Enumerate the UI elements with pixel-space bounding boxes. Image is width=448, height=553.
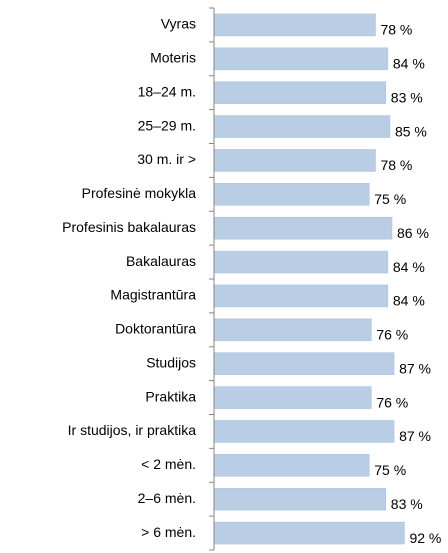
value-label: 84 % [393, 293, 425, 309]
value-label: 92 % [409, 530, 441, 546]
y-tick-label: Profesinis bakalauras [62, 219, 196, 235]
bar [213, 284, 389, 308]
y-tick-label: 30 m. ir > [137, 151, 196, 167]
value-label: 75 % [374, 462, 406, 478]
bar [213, 521, 405, 545]
value-label: 85 % [395, 123, 427, 139]
value-label: 76 % [376, 394, 408, 410]
y-tick-label: 25–29 m. [138, 117, 196, 133]
y-tick-label: Bakalauras [126, 253, 196, 269]
y-tick-label: Profesinė mokykla [82, 185, 197, 201]
bar [213, 318, 372, 342]
y-tick-label: Magistrantūra [110, 287, 196, 303]
y-tick-label: Ir studijos, ir praktika [68, 422, 197, 438]
bar [213, 352, 395, 375]
y-tick-label: > 6 mėn. [141, 524, 196, 540]
value-label: 75 % [374, 191, 406, 207]
bar [213, 454, 370, 477]
y-tick-label: < 2 mėn. [141, 456, 196, 472]
bar [213, 487, 387, 511]
value-label: 84 % [393, 259, 425, 275]
value-label: 84 % [393, 56, 425, 72]
bar [213, 216, 393, 240]
value-label: 83 % [391, 89, 423, 105]
bar [213, 386, 372, 409]
bar [213, 420, 395, 443]
bar [213, 13, 376, 37]
value-label: 87 % [399, 360, 431, 376]
bar [213, 149, 376, 172]
value-label: 83 % [391, 496, 423, 512]
y-tick-label: 18–24 m. [138, 83, 196, 99]
bar [213, 47, 389, 71]
bar [213, 250, 389, 274]
y-tick-label: Vyras [161, 16, 196, 32]
value-label: 86 % [397, 225, 429, 241]
bar [213, 115, 391, 138]
y-tick-label: Studijos [146, 354, 196, 370]
value-label: 87 % [399, 428, 431, 444]
bar [213, 183, 370, 206]
y-tick-label: Doktorantūra [115, 321, 196, 337]
y-tick-label: Moteris [150, 50, 196, 66]
value-label: 76 % [376, 327, 408, 343]
bar [213, 81, 387, 104]
value-label: 78 % [380, 157, 412, 173]
y-tick-label: 2–6 mėn. [138, 490, 196, 506]
y-tick-label: Praktika [145, 388, 196, 404]
value-label: 78 % [380, 22, 412, 38]
